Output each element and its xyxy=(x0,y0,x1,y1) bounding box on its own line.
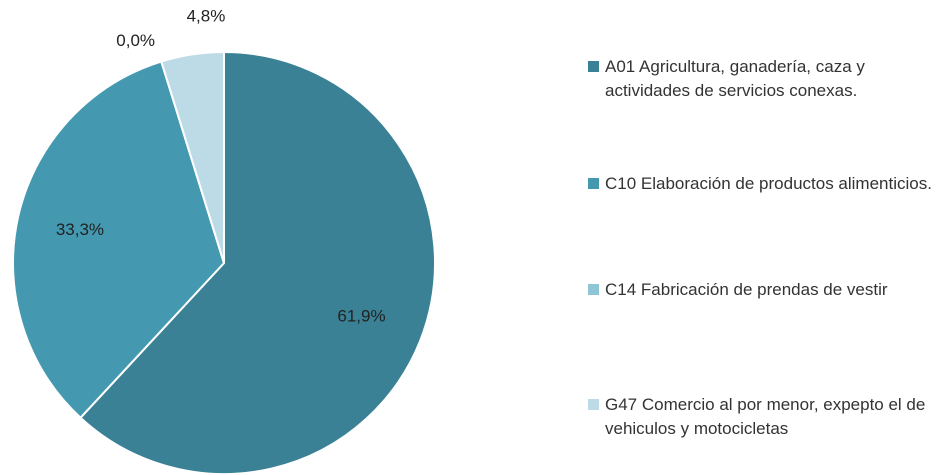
legend-label: C10 Elaboración de productos alimenticio… xyxy=(605,174,932,193)
pie-slice xyxy=(79,50,436,475)
legend-swatch xyxy=(588,178,599,189)
legend-label: C14 Fabricación de prendas de vestir xyxy=(605,280,888,299)
pie-slice xyxy=(160,50,225,264)
legend-swatch xyxy=(588,399,599,410)
legend-label: G47 Comercio al por menor, expepto el de… xyxy=(605,395,926,438)
legend-item: A01 Agricultura, ganadería, caza y activ… xyxy=(588,55,933,103)
legend-item: C10 Elaboración de productos alimenticio… xyxy=(588,172,933,196)
legend-item: C14 Fabricación de prendas de vestir xyxy=(588,278,933,302)
legend-swatch xyxy=(588,284,599,295)
data-label: 4,8% xyxy=(187,6,226,25)
data-label: 61,9% xyxy=(337,306,385,325)
pie-slice xyxy=(12,60,226,420)
legend-swatch xyxy=(588,61,599,72)
data-label: 33,3% xyxy=(56,220,104,239)
data-label: 0,0% xyxy=(116,31,155,50)
legend-label: A01 Agricultura, ganadería, caza y activ… xyxy=(605,57,865,100)
legend-item: G47 Comercio al por menor, expepto el de… xyxy=(588,393,933,441)
